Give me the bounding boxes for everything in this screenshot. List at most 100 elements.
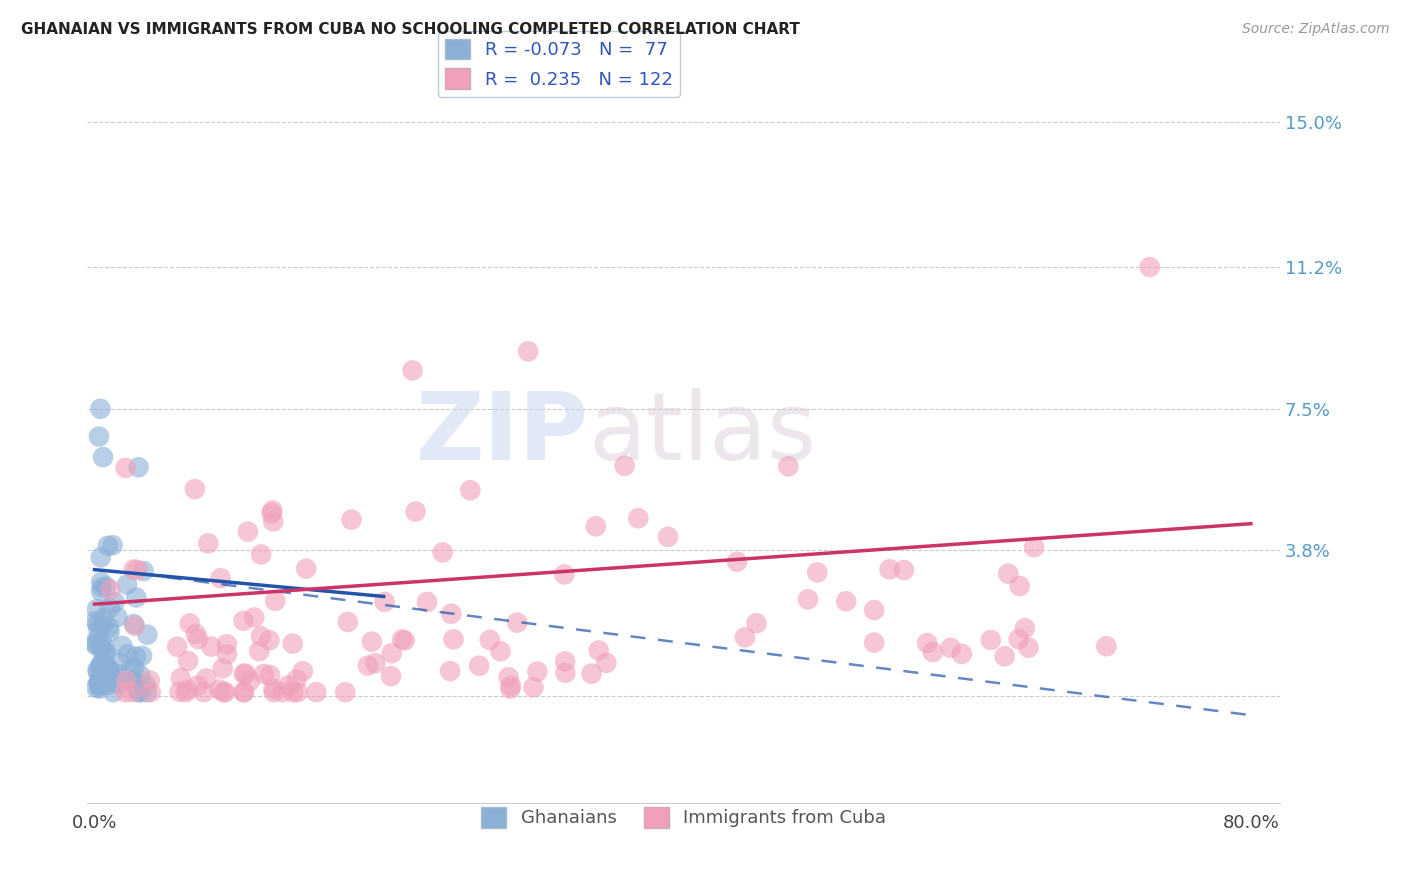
Point bbox=[264, 594, 287, 608]
Point bbox=[281, 685, 304, 699]
Point bbox=[107, 610, 129, 624]
Point bbox=[135, 678, 157, 692]
Point bbox=[125, 563, 148, 577]
Point bbox=[110, 667, 132, 681]
Point bbox=[287, 685, 309, 699]
Point bbox=[797, 592, 820, 607]
Point bbox=[994, 649, 1017, 664]
Point bbox=[122, 673, 145, 688]
Point bbox=[89, 681, 111, 696]
Point bbox=[271, 685, 294, 699]
Point bbox=[187, 632, 209, 646]
Point bbox=[122, 562, 145, 576]
Point bbox=[91, 644, 114, 658]
Point bbox=[950, 647, 973, 661]
Point bbox=[262, 681, 284, 696]
Point bbox=[939, 640, 962, 655]
Point bbox=[122, 617, 145, 632]
Point bbox=[184, 482, 207, 496]
Point bbox=[1007, 632, 1029, 646]
Point bbox=[1008, 579, 1031, 593]
Point bbox=[87, 665, 110, 679]
Point bbox=[239, 674, 262, 689]
Point bbox=[922, 645, 945, 659]
Point bbox=[499, 679, 522, 693]
Point bbox=[291, 664, 314, 678]
Point bbox=[128, 460, 150, 475]
Point bbox=[263, 685, 285, 699]
Point bbox=[170, 671, 193, 685]
Point bbox=[259, 668, 281, 682]
Point bbox=[232, 685, 254, 699]
Point bbox=[613, 458, 636, 473]
Point bbox=[281, 637, 304, 651]
Point bbox=[124, 675, 146, 690]
Point bbox=[211, 661, 233, 675]
Point bbox=[214, 685, 236, 699]
Point bbox=[105, 674, 128, 689]
Point bbox=[581, 666, 603, 681]
Point bbox=[107, 677, 129, 691]
Point bbox=[489, 644, 512, 658]
Point bbox=[253, 667, 276, 681]
Point bbox=[187, 679, 209, 693]
Point bbox=[879, 562, 901, 576]
Point bbox=[91, 677, 114, 691]
Point bbox=[91, 665, 114, 679]
Point bbox=[215, 647, 238, 661]
Point bbox=[176, 682, 198, 697]
Point bbox=[87, 674, 110, 689]
Point bbox=[89, 660, 111, 674]
Point bbox=[90, 584, 112, 599]
Point bbox=[893, 563, 915, 577]
Point bbox=[498, 670, 520, 684]
Point bbox=[778, 459, 800, 474]
Point bbox=[131, 648, 153, 663]
Point bbox=[506, 615, 529, 630]
Point bbox=[657, 530, 679, 544]
Point bbox=[115, 673, 138, 688]
Text: Source: ZipAtlas.com: Source: ZipAtlas.com bbox=[1241, 22, 1389, 37]
Point bbox=[120, 662, 142, 676]
Point bbox=[734, 630, 756, 644]
Point bbox=[285, 673, 308, 687]
Point bbox=[97, 678, 120, 692]
Point bbox=[340, 513, 363, 527]
Point bbox=[468, 658, 491, 673]
Point bbox=[129, 668, 152, 682]
Point bbox=[90, 550, 112, 565]
Point bbox=[84, 638, 107, 652]
Point bbox=[166, 640, 188, 654]
Point bbox=[232, 666, 254, 681]
Point bbox=[195, 671, 218, 685]
Point bbox=[208, 682, 231, 697]
Point bbox=[588, 643, 610, 657]
Text: ZIP: ZIP bbox=[415, 388, 588, 480]
Point bbox=[124, 660, 146, 674]
Point bbox=[439, 664, 461, 678]
Point bbox=[87, 623, 110, 637]
Point bbox=[124, 619, 146, 633]
Point bbox=[86, 602, 108, 616]
Point bbox=[179, 616, 201, 631]
Point bbox=[98, 620, 121, 634]
Point bbox=[93, 665, 115, 679]
Point bbox=[335, 685, 357, 699]
Point bbox=[127, 682, 149, 697]
Point bbox=[236, 524, 259, 539]
Point bbox=[209, 571, 232, 585]
Point bbox=[86, 633, 108, 648]
Point bbox=[200, 640, 222, 654]
Point bbox=[98, 625, 121, 640]
Point bbox=[93, 611, 115, 625]
Point bbox=[87, 679, 110, 693]
Point bbox=[235, 666, 257, 681]
Point bbox=[197, 536, 219, 550]
Point bbox=[554, 655, 576, 669]
Point bbox=[997, 566, 1019, 581]
Point bbox=[94, 645, 117, 659]
Point bbox=[1095, 639, 1118, 653]
Point bbox=[1139, 260, 1161, 274]
Point bbox=[98, 664, 121, 678]
Point bbox=[127, 685, 149, 699]
